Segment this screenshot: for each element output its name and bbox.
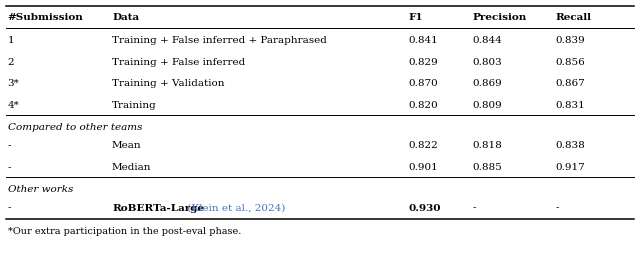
Text: 0.867: 0.867 bbox=[556, 79, 585, 88]
Text: Other works: Other works bbox=[8, 185, 73, 194]
Text: 0.809: 0.809 bbox=[472, 101, 502, 110]
Text: Precision: Precision bbox=[472, 13, 527, 22]
Text: 0.901: 0.901 bbox=[408, 163, 438, 172]
Text: 0.841: 0.841 bbox=[408, 36, 438, 45]
Text: 0.838: 0.838 bbox=[556, 141, 585, 150]
Text: 0.829: 0.829 bbox=[408, 58, 438, 67]
Text: 0.803: 0.803 bbox=[472, 58, 502, 67]
Text: Median: Median bbox=[112, 163, 152, 172]
Text: 0.917: 0.917 bbox=[556, 163, 585, 172]
Text: -: - bbox=[472, 204, 476, 213]
Text: Compared to other teams: Compared to other teams bbox=[8, 123, 142, 132]
Text: 1: 1 bbox=[8, 36, 14, 45]
Text: -: - bbox=[556, 204, 559, 213]
Text: RoBERTa-Large: RoBERTa-Large bbox=[112, 204, 204, 213]
Text: 0.856: 0.856 bbox=[556, 58, 585, 67]
Text: 0.818: 0.818 bbox=[472, 141, 502, 150]
Text: Training + False inferred: Training + False inferred bbox=[112, 58, 245, 67]
Text: Training + Validation: Training + Validation bbox=[112, 79, 225, 88]
Text: 0.885: 0.885 bbox=[472, 163, 502, 172]
Text: 0.831: 0.831 bbox=[556, 101, 585, 110]
Text: *Our extra participation in the post-eval phase.: *Our extra participation in the post-eva… bbox=[8, 227, 241, 236]
Text: 0.869: 0.869 bbox=[472, 79, 502, 88]
Text: -: - bbox=[8, 141, 11, 150]
Text: Training: Training bbox=[112, 101, 157, 110]
Text: Training + False inferred + Paraphrased: Training + False inferred + Paraphrased bbox=[112, 36, 327, 45]
Text: 0.844: 0.844 bbox=[472, 36, 502, 45]
Text: 0.820: 0.820 bbox=[408, 101, 438, 110]
Text: 4*: 4* bbox=[8, 101, 19, 110]
Text: -: - bbox=[8, 163, 11, 172]
Text: Data: Data bbox=[112, 13, 139, 22]
Text: 3*: 3* bbox=[8, 79, 19, 88]
Text: Recall: Recall bbox=[556, 13, 591, 22]
Text: F1: F1 bbox=[408, 13, 423, 22]
Text: (Klein et al., 2024): (Klein et al., 2024) bbox=[184, 204, 285, 213]
Text: 0.870: 0.870 bbox=[408, 79, 438, 88]
Text: Mean: Mean bbox=[112, 141, 141, 150]
Text: 0.822: 0.822 bbox=[408, 141, 438, 150]
Text: #Submission: #Submission bbox=[8, 13, 83, 22]
Text: 2: 2 bbox=[8, 58, 14, 67]
Text: 0.930: 0.930 bbox=[408, 204, 441, 213]
Text: -: - bbox=[8, 204, 11, 213]
Text: 0.839: 0.839 bbox=[556, 36, 585, 45]
